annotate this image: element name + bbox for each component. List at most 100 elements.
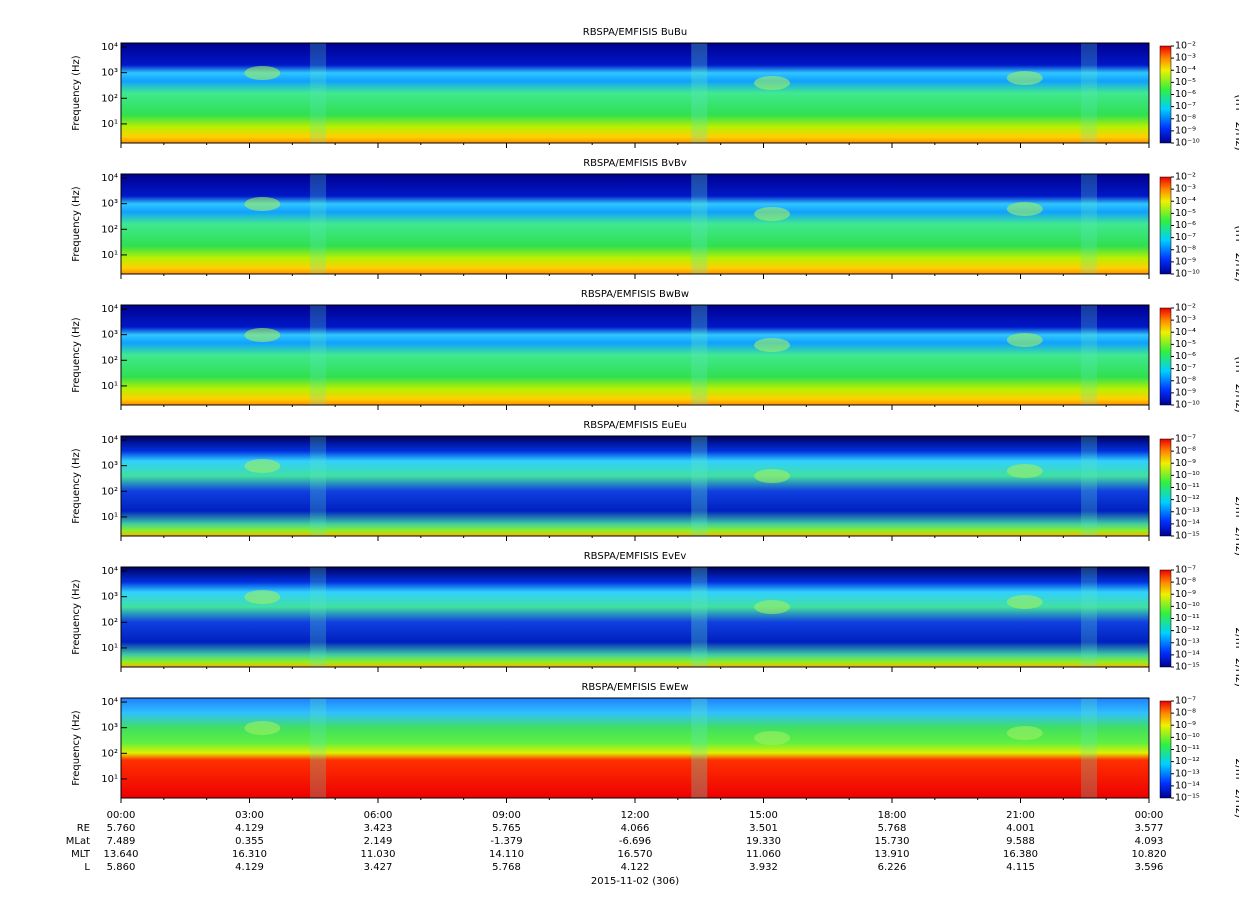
- y-tick-label: 10⁴: [101, 697, 118, 708]
- ephemeris-value: -1.379: [490, 836, 522, 847]
- x-tick-label: 03:00: [235, 810, 264, 821]
- panel-title: RBSPA/EMFISIS EvEv: [584, 551, 687, 562]
- texture: [1006, 595, 1043, 609]
- texture: [691, 567, 708, 667]
- colorbar-tick-label: 10⁻³: [1175, 53, 1196, 64]
- y-tick-label: 10⁴: [101, 304, 118, 315]
- colorbar-tick-label: 10⁻¹³: [1175, 506, 1200, 517]
- x-tick-label: 21:00: [1006, 810, 1035, 821]
- ephemeris-value: 3.932: [749, 862, 778, 873]
- texture: [310, 698, 327, 798]
- colorbar-label: amplitude (V^2/m^2/Hz): [1233, 416, 1246, 556]
- y-tick-label: 10⁴: [101, 566, 118, 577]
- ephemeris-value: 9.588: [1006, 836, 1035, 847]
- texture: [1081, 436, 1098, 536]
- texture: [310, 436, 327, 536]
- y-axis-label: Frequency (Hz): [71, 186, 82, 262]
- colorbar: [1159, 176, 1172, 275]
- texture: [691, 174, 708, 274]
- y-tick-label: 10²: [101, 617, 118, 628]
- texture: [1006, 333, 1043, 347]
- ephemeris-value: 4.001: [1006, 823, 1035, 834]
- colorbar-label: amplitude (V^2/m^2/Hz): [1233, 678, 1246, 818]
- ephemeris-value: 16.380: [1003, 849, 1038, 860]
- y-axis-label: Frequency (Hz): [71, 317, 82, 393]
- ephemeris-value: 5.768: [878, 823, 907, 834]
- spectrogram-image: [121, 436, 1149, 536]
- y-tick-label: 10²: [101, 486, 118, 497]
- texture: [691, 436, 708, 536]
- y-tick-label: 10²: [101, 93, 118, 104]
- colorbar-tick-label: 10⁻⁷: [1175, 434, 1196, 445]
- colorbar: [1159, 700, 1172, 799]
- colorbar-tick-label: 10⁻¹⁰: [1175, 470, 1200, 481]
- colorbar-tick-label: 10⁻¹²: [1175, 756, 1200, 767]
- colorbar-tick-label: 10⁻¹⁵: [1175, 662, 1200, 673]
- texture: [244, 721, 281, 735]
- colorbar-tick-label: 10⁻⁸: [1175, 708, 1196, 719]
- colorbar-tick-label: 10⁻⁵: [1175, 339, 1196, 350]
- y-axis-label: Frequency (Hz): [71, 579, 82, 655]
- colorbar-tick-label: 10⁻⁹: [1175, 720, 1196, 731]
- ephemeris-value: 11.030: [361, 849, 396, 860]
- y-tick-label: 10³: [101, 461, 118, 472]
- ephemeris-name: RE: [77, 823, 90, 834]
- y-tick-label: 10¹: [101, 250, 118, 261]
- texture: [244, 459, 281, 473]
- panel-title: RBSPA/EMFISIS EwEw: [581, 682, 688, 693]
- texture: [1081, 174, 1098, 274]
- texture: [1006, 71, 1043, 85]
- colorbar-tick-label: 10⁻⁹: [1175, 458, 1196, 469]
- ephemeris-value: 4.129: [235, 862, 264, 873]
- y-tick-label: 10¹: [101, 512, 118, 523]
- colorbar-tick-label: 10⁻⁴: [1175, 65, 1196, 76]
- ephemeris-value: 5.860: [107, 862, 136, 873]
- texture: [310, 43, 327, 143]
- x-tick-label: 12:00: [621, 810, 650, 821]
- colorbar-tick-label: 10⁻¹¹: [1175, 744, 1200, 755]
- colorbar-tick-label: 10⁻⁵: [1175, 208, 1196, 219]
- ephemeris-value: 19.330: [746, 836, 781, 847]
- ephemeris-value: 4.066: [621, 823, 650, 834]
- colorbar-tick-label: 10⁻¹⁵: [1175, 793, 1200, 804]
- ephemeris-value: 4.093: [1135, 836, 1164, 847]
- texture: [310, 567, 327, 667]
- y-tick-label: 10³: [101, 592, 118, 603]
- texture: [244, 66, 281, 80]
- texture: [754, 600, 791, 614]
- ephemeris-value: 10.820: [1132, 849, 1167, 860]
- ephemeris-value: 15.730: [875, 836, 910, 847]
- texture: [1006, 726, 1043, 740]
- ephemeris-value: 7.489: [107, 836, 136, 847]
- texture: [754, 76, 791, 90]
- colorbar: [1159, 45, 1172, 144]
- x-tick-label: 18:00: [878, 810, 907, 821]
- colorbar: [1159, 307, 1172, 406]
- y-axis-label: Frequency (Hz): [71, 448, 82, 524]
- colorbar-tick-label: 10⁻¹²: [1175, 494, 1200, 505]
- colorbar-tick-label: 10⁻⁵: [1175, 77, 1196, 88]
- ephemeris-value: 3.577: [1135, 823, 1164, 834]
- y-tick-label: 10³: [101, 330, 118, 341]
- date-label: 2015-11-02 (306): [591, 876, 679, 887]
- y-tick-label: 10³: [101, 723, 118, 734]
- y-tick-label: 10¹: [101, 774, 118, 785]
- x-tick-label: 00:00: [1135, 810, 1164, 821]
- ephemeris-value: 3.596: [1135, 862, 1164, 873]
- colorbar-tick-label: 10⁻⁹: [1175, 125, 1196, 136]
- ephemeris-value: 16.570: [618, 849, 653, 860]
- texture: [1081, 698, 1098, 798]
- colorbar-label: amplitude (nT^2/Hz): [1233, 297, 1246, 412]
- x-tick-label: 09:00: [492, 810, 521, 821]
- colorbar-tick-label: 10⁻⁹: [1175, 589, 1196, 600]
- ephemeris-value: 5.765: [492, 823, 521, 834]
- colorbar-tick-label: 10⁻⁶: [1175, 89, 1196, 100]
- colorbar-tick-label: 10⁻⁹: [1175, 256, 1196, 267]
- colorbar-label: amplitude (nT^2/Hz): [1233, 166, 1246, 281]
- panel-title: RBSPA/EMFISIS BuBu: [583, 27, 687, 38]
- texture: [754, 731, 791, 745]
- texture: [1006, 202, 1043, 216]
- ephemeris-value: 13.640: [104, 849, 139, 860]
- texture: [244, 197, 281, 211]
- texture: [754, 207, 791, 221]
